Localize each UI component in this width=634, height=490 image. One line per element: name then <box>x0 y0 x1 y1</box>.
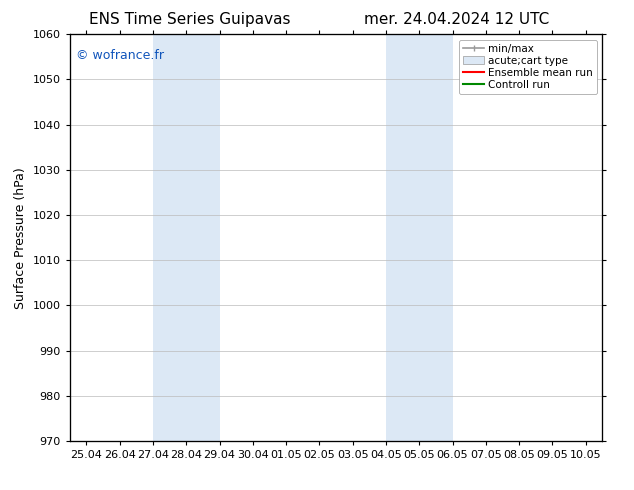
Y-axis label: Surface Pressure (hPa): Surface Pressure (hPa) <box>14 167 27 309</box>
Text: © wofrance.fr: © wofrance.fr <box>76 49 164 62</box>
Text: mer. 24.04.2024 12 UTC: mer. 24.04.2024 12 UTC <box>364 12 549 27</box>
Text: ENS Time Series Guipavas: ENS Time Series Guipavas <box>89 12 291 27</box>
Legend: min/max, acute;cart type, Ensemble mean run, Controll run: min/max, acute;cart type, Ensemble mean … <box>459 40 597 94</box>
Bar <box>153 34 219 441</box>
Bar <box>386 34 453 441</box>
